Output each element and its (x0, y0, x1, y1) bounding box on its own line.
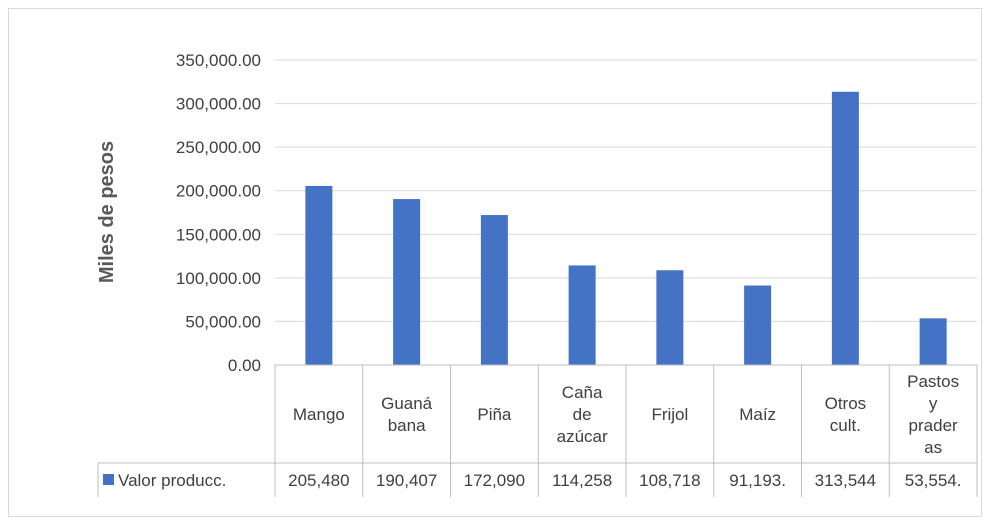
category-label-line: Piña (477, 405, 512, 424)
y-tick-label: 150,000.00 (176, 225, 261, 244)
category-label: Guaná bana (381, 394, 433, 435)
category-label-line: Frijol (651, 405, 688, 424)
y-axis-label: Miles de pesos (96, 141, 118, 283)
bar (656, 270, 684, 365)
category-label: Frijol (651, 405, 688, 424)
bar (305, 185, 333, 365)
y-tick-label: 0.00 (228, 356, 261, 375)
legend-swatch (103, 474, 114, 485)
y-tick-label: 100,000.00 (176, 269, 261, 288)
category-label-line: prader (909, 416, 958, 435)
bar (393, 199, 421, 365)
category-label-line: Caña (562, 383, 603, 402)
bars (305, 91, 947, 365)
category-label: Piña (477, 405, 512, 424)
table-value: 172,090 (464, 471, 525, 490)
bar (480, 215, 508, 365)
table-value: 91,193. (729, 471, 786, 490)
category-label-line: Mango (293, 405, 345, 424)
gridlines (275, 59, 977, 322)
y-tick-label: 50,000.00 (185, 312, 261, 331)
category-label-line: Maíz (739, 405, 776, 424)
bar (919, 318, 947, 365)
y-axis-ticks: 0.00 50,000.00 100,000.00 150,000.00 200,000… (176, 51, 261, 375)
category-label-line: y (929, 394, 938, 413)
table-value: 114,258 (552, 471, 612, 490)
category-label-line: as (924, 438, 942, 457)
category-label-line: Guaná (381, 394, 433, 413)
bar (744, 285, 772, 365)
category-label: Maíz (739, 405, 776, 424)
y-tick-label: 200,000.00 (176, 182, 261, 201)
table-values: Valor producc. 205,480 190,407 172,090 114,2… (103, 471, 961, 490)
data-table (97, 364, 978, 497)
table-value: 205,480 (288, 471, 349, 490)
table-value: 108,718 (639, 471, 700, 490)
y-tick-label: 300,000.00 (176, 95, 261, 114)
category-label-line: azúcar (557, 427, 608, 446)
table-value: 190,407 (376, 471, 437, 490)
category-label: Caña de azúcar (557, 383, 608, 446)
bar (831, 91, 859, 365)
y-tick-label: 250,000.00 (176, 138, 261, 157)
category-label: Mango (293, 405, 345, 424)
category-label: Pastos y prader as (907, 372, 959, 457)
category-label-line: Otros (825, 394, 867, 413)
category-label-line: de (573, 405, 592, 424)
category-label-line: cult. (830, 416, 861, 435)
category-label-line: Pastos (907, 372, 959, 391)
y-tick-label: 350,000.00 (176, 51, 261, 70)
category-label-line: bana (388, 416, 426, 435)
category-label: Otros cult. (825, 394, 867, 435)
table-value: 313,544 (815, 471, 876, 490)
bar (568, 265, 596, 365)
table-value: 53,554. (905, 471, 962, 490)
category-labels: Mango Guaná bana Piña Caña de azúcar Frijol Maíz… (293, 372, 959, 457)
legend-label: Valor producc. (118, 471, 226, 490)
